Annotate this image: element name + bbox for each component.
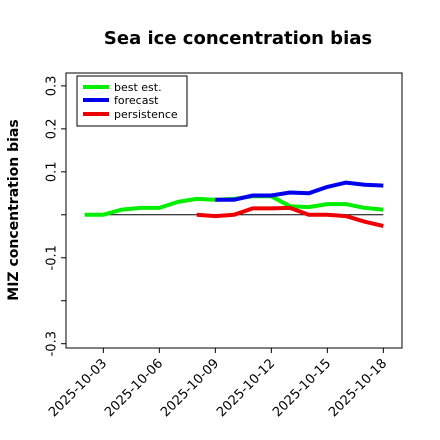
y-tick-label: -0.3 [45, 331, 60, 356]
y-tick-label: 0.3 [45, 76, 60, 97]
legend-label-best-est: best est. [114, 81, 162, 94]
y-tick-label: -0.1 [45, 245, 60, 270]
chart-title: Sea ice concentration bias [104, 28, 372, 49]
series-line-persistence [196, 205, 384, 228]
legend-label-forecast: forecast [114, 94, 159, 107]
x-tick-label: 2025-10-03 [46, 356, 110, 420]
y-tick-label: 0.1 [45, 161, 60, 182]
y-tick-label: 0.2 [45, 119, 60, 140]
x-tick-label: 2025-10-06 [102, 356, 166, 420]
series-line-forecast [215, 180, 384, 202]
x-axis: 2025-10-032025-10-062025-10-092025-10-12… [46, 348, 390, 420]
x-tick-label: 2025-10-09 [158, 356, 222, 420]
y-axis-label: MIZ concentration bias [6, 119, 22, 300]
x-tick-label: 2025-10-15 [270, 356, 334, 420]
y-axis: -0.3 -0.1 0.1 0.2 0.3 [45, 76, 66, 356]
series-layer [84, 180, 384, 228]
plot-frame [65, 72, 403, 349]
x-tick-label: 2025-10-18 [326, 356, 390, 420]
legend-label-persistence: persistence [114, 108, 178, 121]
legend: best est. forecast persistence [76, 75, 188, 127]
x-tick-label: 2025-10-12 [214, 356, 278, 420]
